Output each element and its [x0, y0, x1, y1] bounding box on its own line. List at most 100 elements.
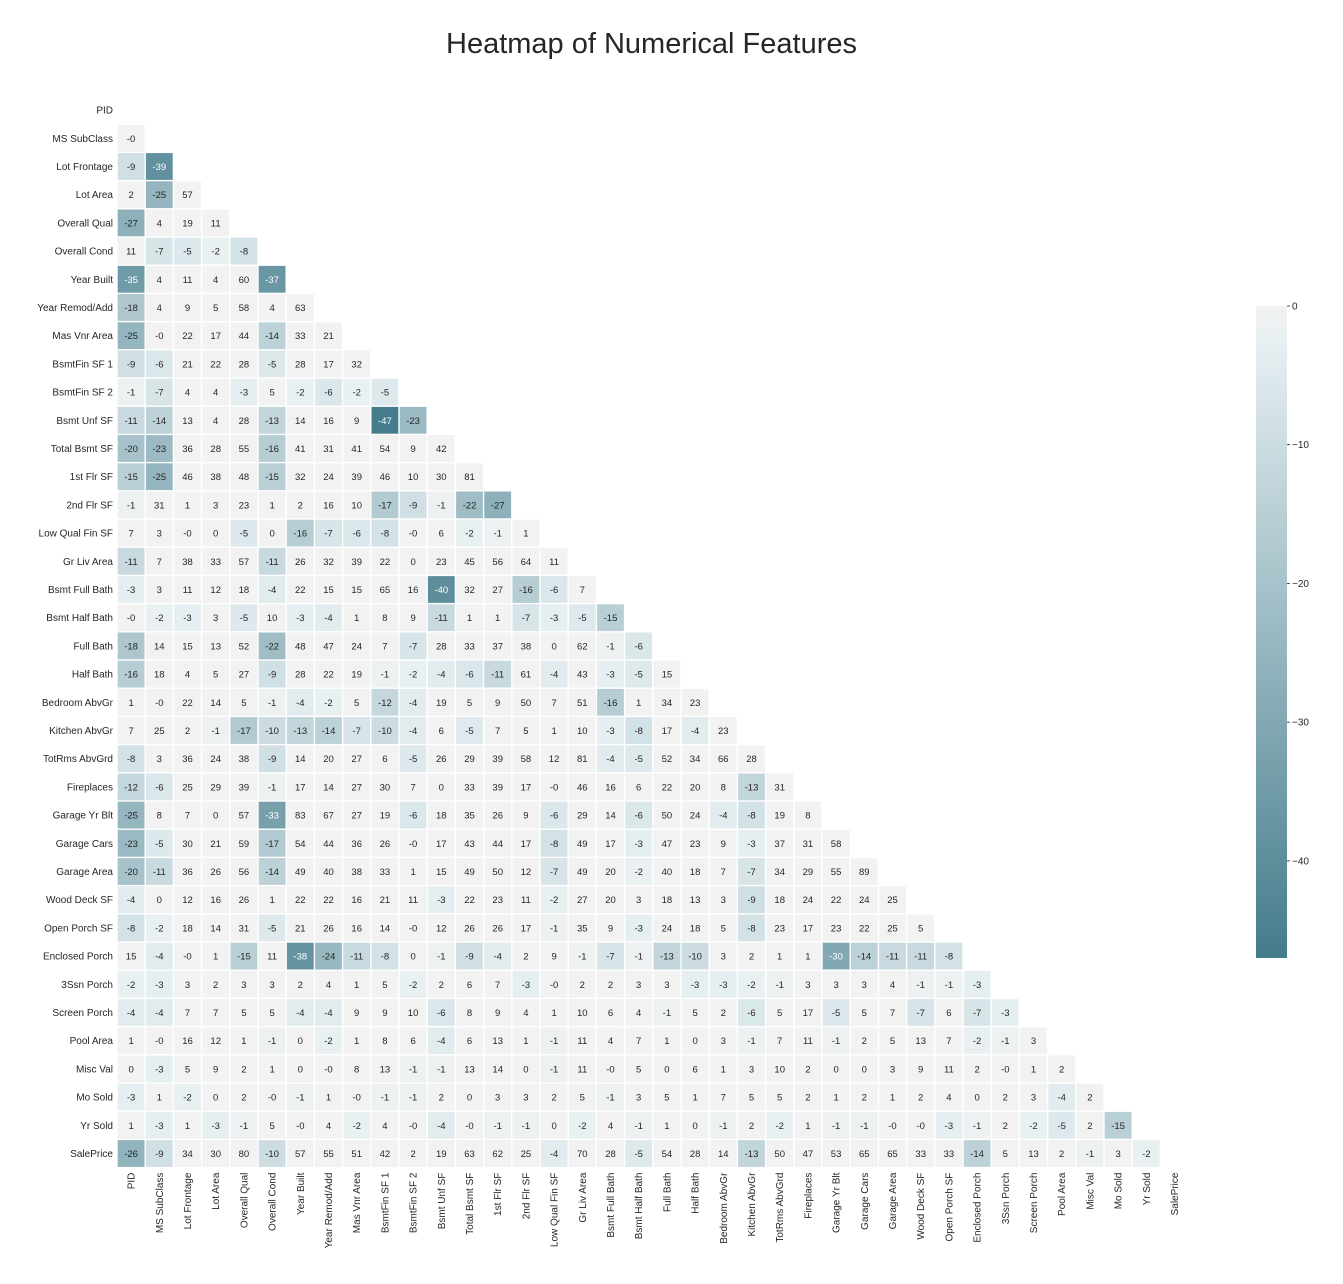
cell-value-label: -8	[240, 247, 248, 258]
heatmap-cell	[399, 745, 427, 773]
heatmap-cell	[117, 209, 145, 237]
cell-value-label: 9	[213, 1064, 218, 1075]
cell-value-label: 0	[410, 952, 415, 963]
heatmap-cell	[512, 999, 540, 1026]
heatmap-cell	[258, 576, 286, 603]
heatmap-cell	[512, 604, 540, 632]
cell-value-label: 7	[777, 1036, 782, 1047]
cell-value-label: -8	[127, 923, 135, 934]
heatmap-cell	[484, 547, 512, 575]
cell-value-label: 7	[157, 557, 162, 568]
heatmap-cell	[850, 1027, 878, 1055]
cell-value-label: -13	[265, 416, 279, 427]
cell-value-label: 2	[298, 500, 303, 511]
cell-value-label: 1	[467, 613, 472, 624]
cell-value-label: 2	[749, 952, 754, 963]
heatmap-cell	[427, 773, 455, 801]
heatmap-cell	[653, 1083, 681, 1111]
cell-value-label: 20	[605, 895, 616, 906]
cell-value-label: 1	[157, 1093, 162, 1104]
cell-value-label: 56	[239, 867, 250, 878]
y-label-half-bath: Half Bath	[72, 670, 113, 681]
cell-value-label: 5	[692, 1008, 697, 1019]
cell-value-label: -6	[747, 1008, 755, 1019]
cell-value-label: 2	[1059, 1149, 1064, 1160]
cell-value-label: 2	[1003, 1093, 1008, 1104]
heatmap-cell	[484, 717, 512, 744]
heatmap-cell	[258, 491, 286, 519]
cell-value-label: 1	[213, 952, 218, 963]
cell-value-label: -1	[832, 1121, 840, 1132]
y-label-ms-subclass: MS SubClass	[52, 134, 113, 145]
heatmap-cell	[935, 999, 963, 1026]
heatmap-cell	[174, 773, 201, 801]
cell-value-label: 5	[241, 1008, 246, 1019]
heatmap-cell	[202, 406, 230, 434]
cell-value-label: 5	[777, 1093, 782, 1104]
heatmap-cell	[145, 858, 173, 885]
x-label-bsmtfin-sf-1: BsmtFin SF 1	[380, 1172, 391, 1233]
cell-value-label: 6	[608, 1008, 613, 1019]
heatmap-cell	[879, 1083, 906, 1111]
cell-value-label: 11	[211, 218, 221, 229]
heatmap-cell	[315, 829, 342, 857]
heatmap-cell	[202, 463, 230, 491]
cell-value-label: 31	[323, 444, 334, 455]
heatmap-cell	[709, 1111, 737, 1139]
heatmap-cell	[625, 970, 653, 998]
cell-value-label: 46	[577, 782, 588, 793]
cell-value-label: 6	[636, 782, 641, 793]
cell-value-label: -1	[550, 1036, 558, 1047]
heatmap-cell	[766, 1111, 794, 1139]
heatmap-cell	[145, 463, 173, 491]
heatmap-cell	[202, 547, 230, 575]
heatmap-cell	[258, 942, 286, 970]
cell-value-label: -5	[1057, 1121, 1065, 1132]
cell-value-label: -1	[268, 1036, 276, 1047]
heatmap-cell	[343, 773, 371, 801]
cell-value-label: 19	[436, 698, 447, 709]
heatmap-cell	[145, 576, 173, 603]
y-label-1st-flr-sf: 1st Flr SF	[70, 472, 113, 483]
cell-value-label: 83	[295, 811, 306, 822]
cell-value-label: 28	[239, 416, 250, 427]
x-label-total-bsmt-sf: Total Bsmt SF	[465, 1173, 476, 1235]
heatmap-cell	[1020, 1027, 1047, 1055]
heatmap-cell	[597, 1055, 624, 1083]
heatmap-cell	[286, 1055, 314, 1083]
heatmap-cell	[681, 1083, 709, 1111]
cell-value-label: 5	[749, 1093, 754, 1104]
heatmap-cell	[709, 886, 737, 914]
cell-value-label: -2	[1142, 1149, 1150, 1160]
heatmap-cell	[766, 1140, 794, 1167]
cell-value-label: 31	[803, 839, 814, 850]
cell-value-label: 10	[577, 1008, 588, 1019]
cell-value-label: 26	[436, 754, 447, 765]
cell-value-label: -3	[155, 1064, 163, 1075]
heatmap-cell	[371, 1055, 399, 1083]
cell-value-label: 4	[326, 1121, 331, 1132]
heatmap-cell	[343, 1083, 371, 1111]
heatmap-cell	[202, 491, 230, 519]
heatmap-cell	[512, 547, 540, 575]
cell-value-label: -11	[125, 416, 138, 427]
y-label-enclosed-porch: Enclosed Porch	[43, 952, 113, 963]
cell-value-label: 65	[859, 1149, 870, 1160]
cell-value-label: 3	[721, 895, 726, 906]
heatmap-cell	[399, 970, 427, 998]
cell-value-label: 7	[410, 782, 415, 793]
heatmap-cell	[568, 801, 596, 829]
cell-value-label: 9	[551, 952, 556, 963]
heatmap-cell	[766, 886, 794, 914]
cell-value-label: 4	[185, 670, 190, 681]
cell-value-label: 2	[1087, 1121, 1092, 1132]
heatmap-cell	[258, 829, 286, 857]
heatmap-cell	[399, 547, 427, 575]
cell-value-label: -16	[124, 670, 138, 681]
heatmap-cell	[709, 1055, 737, 1083]
cell-value-label: 7	[382, 641, 387, 652]
y-label-bsmt-unf-sf: Bsmt Unf SF	[56, 416, 113, 427]
cell-value-label: -1	[945, 980, 953, 991]
heatmap-cell	[1076, 1111, 1104, 1139]
heatmap-cell	[174, 209, 201, 237]
